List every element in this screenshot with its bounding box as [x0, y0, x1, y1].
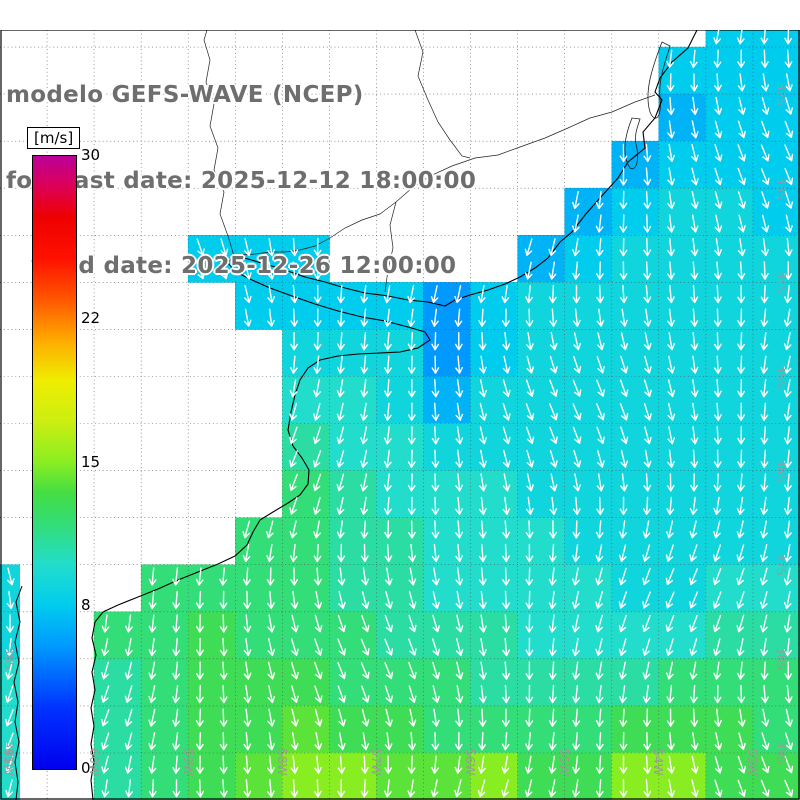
longitude-label: 59W	[181, 748, 195, 776]
colorbar-gradient	[32, 155, 77, 770]
latitude-label: 38S	[774, 646, 788, 670]
longitude-label: 57W	[369, 748, 383, 776]
coastline	[90, 30, 698, 800]
map-frame	[0, 30, 800, 800]
longitude-label: 54W	[651, 748, 665, 776]
lagoon-outline	[624, 117, 641, 170]
colorbar-tick: 0	[81, 759, 91, 777]
coastline-left-strip	[13, 585, 23, 800]
colorbar-tick: 30	[81, 146, 101, 164]
latitude-label: 32S	[774, 82, 788, 106]
border-line	[203, 30, 235, 257]
longitude-label: 56W	[463, 748, 477, 776]
latitude-label: 38S	[2, 646, 16, 670]
latitude-label: 36S	[774, 458, 788, 482]
forecast-date: forecast date: 2025-12-12 18:00:00	[6, 167, 477, 194]
lagoon-outline	[647, 41, 671, 119]
colorbar-tick: 8	[81, 595, 91, 614]
latitude-label: 37S	[774, 552, 788, 576]
longitude-label: 61W	[1, 748, 15, 776]
latitude-label: 33S	[774, 176, 788, 200]
grid-lines	[0, 30, 800, 800]
border-line	[414, 30, 471, 159]
latitude-label: 35S	[774, 364, 788, 388]
latitude-label: 39S	[774, 740, 788, 764]
colorbar-unit-label: [m/s]	[27, 127, 81, 149]
border-line	[384, 201, 397, 293]
longitude-label: 60W	[87, 748, 101, 776]
latitude-label: 34S	[774, 270, 788, 294]
model-title: modelo GEFS-WAVE (NCEP)	[6, 82, 364, 108]
colorbar-tick: 22	[81, 309, 101, 328]
colorbar-tick: 15	[81, 452, 101, 471]
longitude-label: 58W	[275, 748, 289, 776]
wind-arrows	[5, 30, 794, 798]
longitude-label: 53W	[745, 748, 759, 776]
longitude-label: 55W	[557, 748, 571, 776]
